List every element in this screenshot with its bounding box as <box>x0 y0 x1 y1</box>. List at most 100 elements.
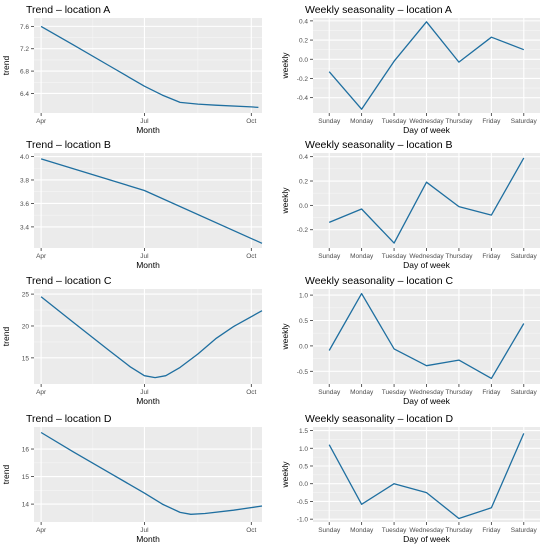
chart-panel-3: 3.4 3.6 3.8 4.0 Apr Jul Oct Trend – location B M… <box>20 139 263 270</box>
y-tick-label: 25 <box>22 292 30 299</box>
y-tick-label: 6.4 <box>20 91 29 98</box>
x-tick-label: Jul <box>140 118 149 125</box>
y-tick-label: 0.2 <box>299 38 308 45</box>
chart-title: Trend – location A <box>26 4 110 16</box>
x-tick-label: Oct <box>246 253 256 260</box>
y-axis-label: weekly <box>280 323 290 351</box>
x-tick-label: Oct <box>246 527 256 534</box>
x-tick-label: Saturday <box>511 253 538 260</box>
x-tick-label: Jul <box>140 389 149 396</box>
y-axis-label: weekly <box>280 461 290 489</box>
x-tick-label: Sunday <box>318 527 341 534</box>
y-tick-label: -1.0 <box>297 517 309 524</box>
y-tick-label: 0.0 <box>299 57 308 64</box>
series-line <box>328 21 525 110</box>
x-tick-label: Apr <box>36 527 47 534</box>
x-tick-label: Sunday <box>318 118 341 125</box>
chart-title: Trend – location C <box>26 275 112 287</box>
y-tick-label: 16 <box>22 447 30 454</box>
x-tick-label: Jul <box>140 253 149 260</box>
y-tick-label: 4.0 <box>20 154 29 161</box>
y-axis-label: trend <box>1 56 11 76</box>
y-tick-label: 14 <box>22 502 30 509</box>
x-axis-label: Day of week <box>403 396 451 406</box>
chart-panel-4: -0.2 0.0 0.2 0.4 Sunday Monday Tuesday Wednesda… <box>280 139 540 270</box>
plot-background <box>34 289 262 384</box>
y-tick-label: 1.0 <box>299 446 308 453</box>
y-tick-label: 0.0 <box>299 481 308 488</box>
y-tick-label: 20 <box>22 323 30 330</box>
x-tick-label: Wednesday <box>409 527 444 534</box>
series-line <box>328 433 525 520</box>
chart-title: Weekly seasonality – location C <box>305 275 453 287</box>
x-tick-label: Friday <box>482 253 501 260</box>
y-tick-label: 7.6 <box>20 24 29 31</box>
x-tick-label: Oct <box>246 118 256 125</box>
plot-background <box>34 18 262 113</box>
y-tick-label: -0.2 <box>297 76 309 83</box>
x-tick-label: Saturday <box>511 389 538 396</box>
x-tick-label: Thursday <box>445 118 473 125</box>
y-tick-label: 0.5 <box>299 318 308 325</box>
x-tick-label: Sunday <box>318 389 341 396</box>
chart-title: Weekly seasonality – location D <box>305 413 453 425</box>
x-tick-label: Jul <box>140 527 149 534</box>
series-line <box>40 25 259 109</box>
chart-panel-6: -0.5 0.0 0.5 1.0 Sunday Monday Tuesday Wednesda… <box>280 275 540 406</box>
series-line <box>40 158 263 244</box>
y-tick-label: 15 <box>22 474 30 481</box>
y-axis-label: trend <box>1 327 11 347</box>
x-tick-label: Monday <box>350 389 374 396</box>
y-tick-label: -0.5 <box>297 369 309 376</box>
y-tick-label: -0.5 <box>297 499 309 506</box>
y-tick-label: 0.5 <box>299 463 308 470</box>
y-tick-label: -0.2 <box>297 227 309 234</box>
x-tick-label: Tuesday <box>382 118 407 125</box>
x-tick-label: Monday <box>350 253 374 260</box>
x-tick-label: Tuesday <box>382 389 407 396</box>
y-tick-label: 15 <box>22 355 30 362</box>
x-tick-label: Apr <box>36 118 47 125</box>
y-tick-label: 0.0 <box>299 343 308 350</box>
y-tick-label: 3.6 <box>20 201 29 208</box>
x-tick-label: Friday <box>482 389 501 396</box>
x-tick-label: Wednesday <box>409 389 444 396</box>
x-tick-label: Friday <box>482 527 501 534</box>
x-tick-label: Saturday <box>511 527 538 534</box>
y-axis-label: weekly <box>280 187 290 215</box>
y-tick-label: 3.8 <box>20 177 29 184</box>
x-axis-label: Month <box>136 125 160 135</box>
x-tick-label: Sunday <box>318 253 341 260</box>
chart-panel-5: 15 20 25 Apr Jul Oct Trend – location C Month tr… <box>1 275 263 406</box>
series-line <box>328 292 525 380</box>
x-tick-label: Thursday <box>445 389 473 396</box>
chart-title: Trend – location D <box>26 413 112 425</box>
x-tick-label: Monday <box>350 118 374 125</box>
y-axis-label: weekly <box>280 52 290 80</box>
y-tick-label: 1.0 <box>299 293 308 300</box>
chart-panel-1: 6.4 6.8 7.2 7.6 Apr Jul Oct Trend – location A M… <box>1 4 262 135</box>
y-tick-label: 6.8 <box>20 69 29 76</box>
y-tick-label: 7.2 <box>20 46 29 53</box>
plot-background <box>34 427 262 522</box>
chart-title: Weekly seasonality – location A <box>305 4 452 16</box>
y-tick-label: 0.4 <box>299 18 308 25</box>
x-axis-label: Month <box>136 396 160 406</box>
x-tick-label: Saturday <box>511 118 538 125</box>
y-tick-label: 3.4 <box>20 224 29 231</box>
series-line <box>328 157 525 244</box>
x-tick-label: Oct <box>246 389 256 396</box>
x-axis-label: Day of week <box>403 534 451 544</box>
series-line <box>40 296 263 379</box>
x-axis-label: Month <box>136 534 160 544</box>
y-tick-label: -0.4 <box>297 95 309 102</box>
x-axis-label: Month <box>136 260 160 270</box>
x-axis-label: Day of week <box>403 260 451 270</box>
x-tick-label: Friday <box>482 118 501 125</box>
chart-title: Trend – location B <box>26 139 111 151</box>
y-tick-label: 1.5 <box>299 428 308 435</box>
x-tick-label: Wednesday <box>409 118 444 125</box>
